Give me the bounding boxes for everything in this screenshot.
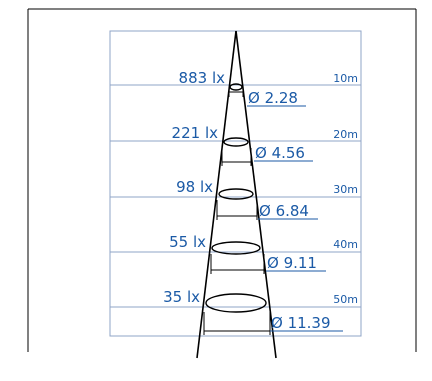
lux-label-50m: 35 lx [163,288,200,306]
diameter-label-20m: Ø 4.56 [255,144,305,162]
diameter-label-30m: Ø 6.84 [259,202,309,220]
diameter-label-40m: Ø 9.11 [267,254,317,272]
beam-section-30m [218,188,254,200]
distance-label-50m: 50m [333,293,358,306]
distance-label-40m: 40m [333,238,358,251]
beam-section-50m [205,293,267,313]
lux-label-20m: 221 lx [172,124,219,142]
lux-label-30m: 98 lx [176,178,213,196]
beam-section-40m [211,241,261,255]
diagram-box [109,30,362,337]
diameter-label-10m: Ø 2.28 [248,89,298,107]
lux-labels: 883 lx 221 lx 98 lx 55 lx 35 lx [163,69,225,306]
distance-label-30m: 30m [333,183,358,196]
beam-edge-right [235,30,277,359]
beam-section-10m [229,83,243,91]
diameter-label-50m: Ø 11.39 [271,314,331,332]
beam-edge-left [196,30,237,359]
beam-sections [205,83,267,313]
label-underlines [247,105,343,332]
distance-labels: 10m 20m 30m 40m 50m [333,72,358,306]
lux-label-10m: 883 lx [179,69,226,87]
beam-cone [196,30,277,359]
distance-label-20m: 20m [333,128,358,141]
grid-lines [110,84,361,308]
lux-label-40m: 55 lx [169,233,206,251]
distance-label-10m: 10m [333,72,358,85]
beam-section-20m [223,137,249,147]
diameter-dimensions [203,89,271,335]
diameter-labels: Ø 2.28 Ø 4.56 Ø 6.84 Ø 9.11 Ø 11.39 [248,89,331,332]
